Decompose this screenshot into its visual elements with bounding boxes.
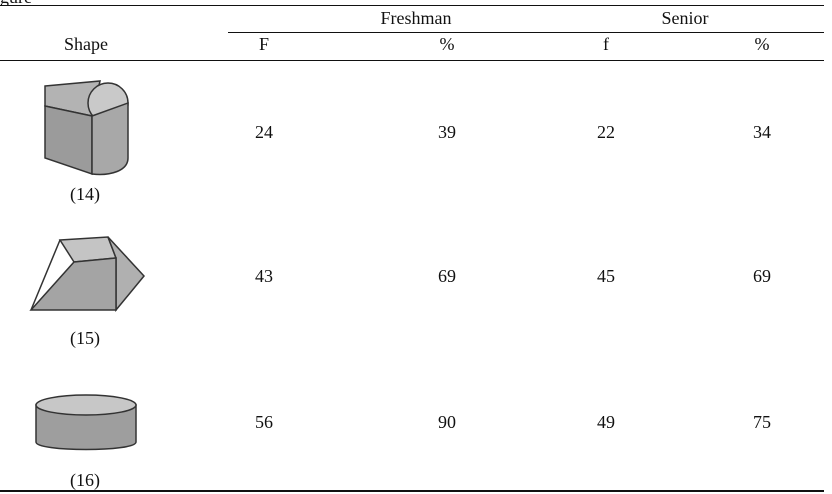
freshman-percent-cell: 69 <box>438 266 456 286</box>
cut-off-caption: gure <box>0 0 112 6</box>
column-header-senior-percent: % <box>754 34 770 54</box>
freshman-group-rule <box>228 32 660 33</box>
freshman-f-cell: 56 <box>255 412 273 432</box>
cylinder-icon <box>35 394 137 451</box>
senior-percent-cell: 69 <box>753 266 771 286</box>
senior-percent-cell: 34 <box>753 122 771 142</box>
shape-label: (16) <box>70 470 100 490</box>
column-header-freshman-f: F <box>258 34 270 54</box>
shape-label: (14) <box>70 184 100 204</box>
column-header-freshman-percent: % <box>439 34 455 54</box>
freshman-percent-cell: 90 <box>438 412 456 432</box>
column-header-senior-f: f <box>603 34 609 54</box>
freshman-f-cell: 43 <box>255 266 273 286</box>
shape-label: (15) <box>70 328 100 348</box>
group-header-senior: Senior <box>661 8 709 28</box>
senior-f-cell: 22 <box>597 122 615 142</box>
column-header-shape: Shape <box>64 34 108 54</box>
group-header-freshman: Freshman <box>380 8 452 28</box>
senior-f-cell: 49 <box>597 412 615 432</box>
trapezoid-prism-icon <box>29 236 145 312</box>
freshman-percent-cell: 39 <box>438 122 456 142</box>
senior-f-cell: 45 <box>597 266 615 286</box>
freshman-f-cell: 24 <box>255 122 273 142</box>
caption-fragment: gure <box>0 0 32 6</box>
senior-percent-cell: 75 <box>753 412 771 432</box>
bottom-rule <box>0 490 824 492</box>
cylinder-cut-icon <box>44 80 129 176</box>
header-rule <box>0 60 824 61</box>
top-rule <box>0 5 824 6</box>
senior-group-rule <box>500 32 824 33</box>
